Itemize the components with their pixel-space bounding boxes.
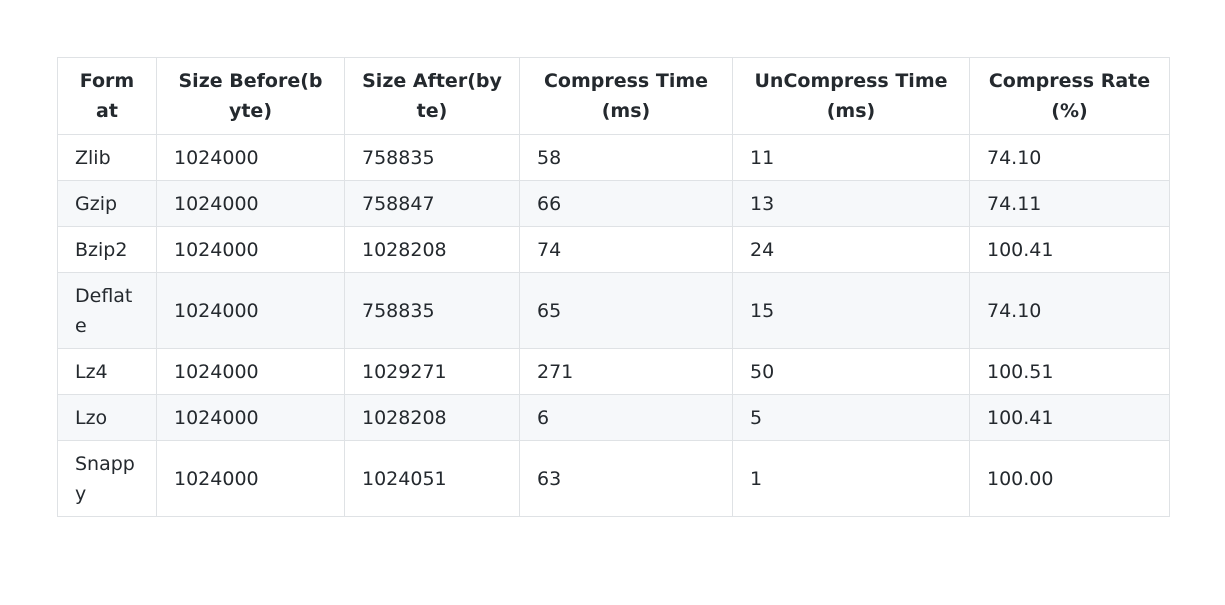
compression-table-container: Format Size Before(byte) Size After(byte… — [57, 57, 1170, 517]
cell-compress-rate: 74.11 — [969, 180, 1170, 227]
cell-size-after: 758847 — [344, 180, 520, 227]
cell-size-after: 1028208 — [344, 226, 520, 273]
cell-size-before: 1024000 — [156, 440, 345, 517]
cell-uncompress-time: 5 — [732, 394, 970, 441]
cell-size-before: 1024000 — [156, 134, 345, 181]
cell-size-before: 1024000 — [156, 180, 345, 227]
cell-uncompress-time: 13 — [732, 180, 970, 227]
header-size-after: Size After(byte) — [344, 57, 520, 135]
compression-benchmark-table: Format Size Before(byte) Size After(byte… — [57, 57, 1170, 517]
header-row: Format Size Before(byte) Size After(byte… — [57, 57, 1170, 135]
header-compress-rate: Compress Rate (%) — [969, 57, 1170, 135]
table-row: Zlib 1024000 758835 58 11 74.10 — [57, 134, 1170, 181]
cell-format: Snappy — [57, 440, 157, 517]
cell-compress-rate: 74.10 — [969, 134, 1170, 181]
cell-compress-rate: 100.41 — [969, 226, 1170, 273]
table-header: Format Size Before(byte) Size After(byte… — [57, 57, 1170, 135]
cell-compress-time: 58 — [519, 134, 733, 181]
cell-compress-rate: 100.41 — [969, 394, 1170, 441]
cell-size-after: 758835 — [344, 272, 520, 349]
cell-format: Lz4 — [57, 348, 157, 395]
header-size-before: Size Before(byte) — [156, 57, 345, 135]
header-compress-time: Compress Time (ms) — [519, 57, 733, 135]
table-row: Bzip2 1024000 1028208 74 24 100.41 — [57, 226, 1170, 273]
cell-compress-time: 6 — [519, 394, 733, 441]
table-row: Snappy 1024000 1024051 63 1 100.00 — [57, 440, 1170, 517]
cell-format: Deflate — [57, 272, 157, 349]
table-row: Deflate 1024000 758835 65 15 74.10 — [57, 272, 1170, 349]
cell-compress-time: 63 — [519, 440, 733, 517]
cell-compress-time: 66 — [519, 180, 733, 227]
header-uncompress-time: UnCompress Time (ms) — [732, 57, 970, 135]
cell-uncompress-time: 1 — [732, 440, 970, 517]
cell-format: Zlib — [57, 134, 157, 181]
table-row: Gzip 1024000 758847 66 13 74.11 — [57, 180, 1170, 227]
cell-size-before: 1024000 — [156, 226, 345, 273]
cell-size-after: 1028208 — [344, 394, 520, 441]
table-body: Zlib 1024000 758835 58 11 74.10 Gzip 102… — [57, 134, 1170, 517]
cell-compress-rate: 74.10 — [969, 272, 1170, 349]
cell-uncompress-time: 24 — [732, 226, 970, 273]
header-format: Format — [57, 57, 157, 135]
cell-compress-rate: 100.51 — [969, 348, 1170, 395]
cell-uncompress-time: 15 — [732, 272, 970, 349]
cell-uncompress-time: 11 — [732, 134, 970, 181]
cell-size-before: 1024000 — [156, 394, 345, 441]
cell-format: Gzip — [57, 180, 157, 227]
cell-size-after: 1029271 — [344, 348, 520, 395]
cell-size-before: 1024000 — [156, 348, 345, 395]
cell-compress-rate: 100.00 — [969, 440, 1170, 517]
cell-format: Lzo — [57, 394, 157, 441]
cell-size-before: 1024000 — [156, 272, 345, 349]
cell-compress-time: 74 — [519, 226, 733, 273]
cell-size-after: 1024051 — [344, 440, 520, 517]
cell-format: Bzip2 — [57, 226, 157, 273]
cell-uncompress-time: 50 — [732, 348, 970, 395]
table-row: Lz4 1024000 1029271 271 50 100.51 — [57, 348, 1170, 395]
cell-size-after: 758835 — [344, 134, 520, 181]
table-row: Lzo 1024000 1028208 6 5 100.41 — [57, 394, 1170, 441]
cell-compress-time: 271 — [519, 348, 733, 395]
cell-compress-time: 65 — [519, 272, 733, 349]
